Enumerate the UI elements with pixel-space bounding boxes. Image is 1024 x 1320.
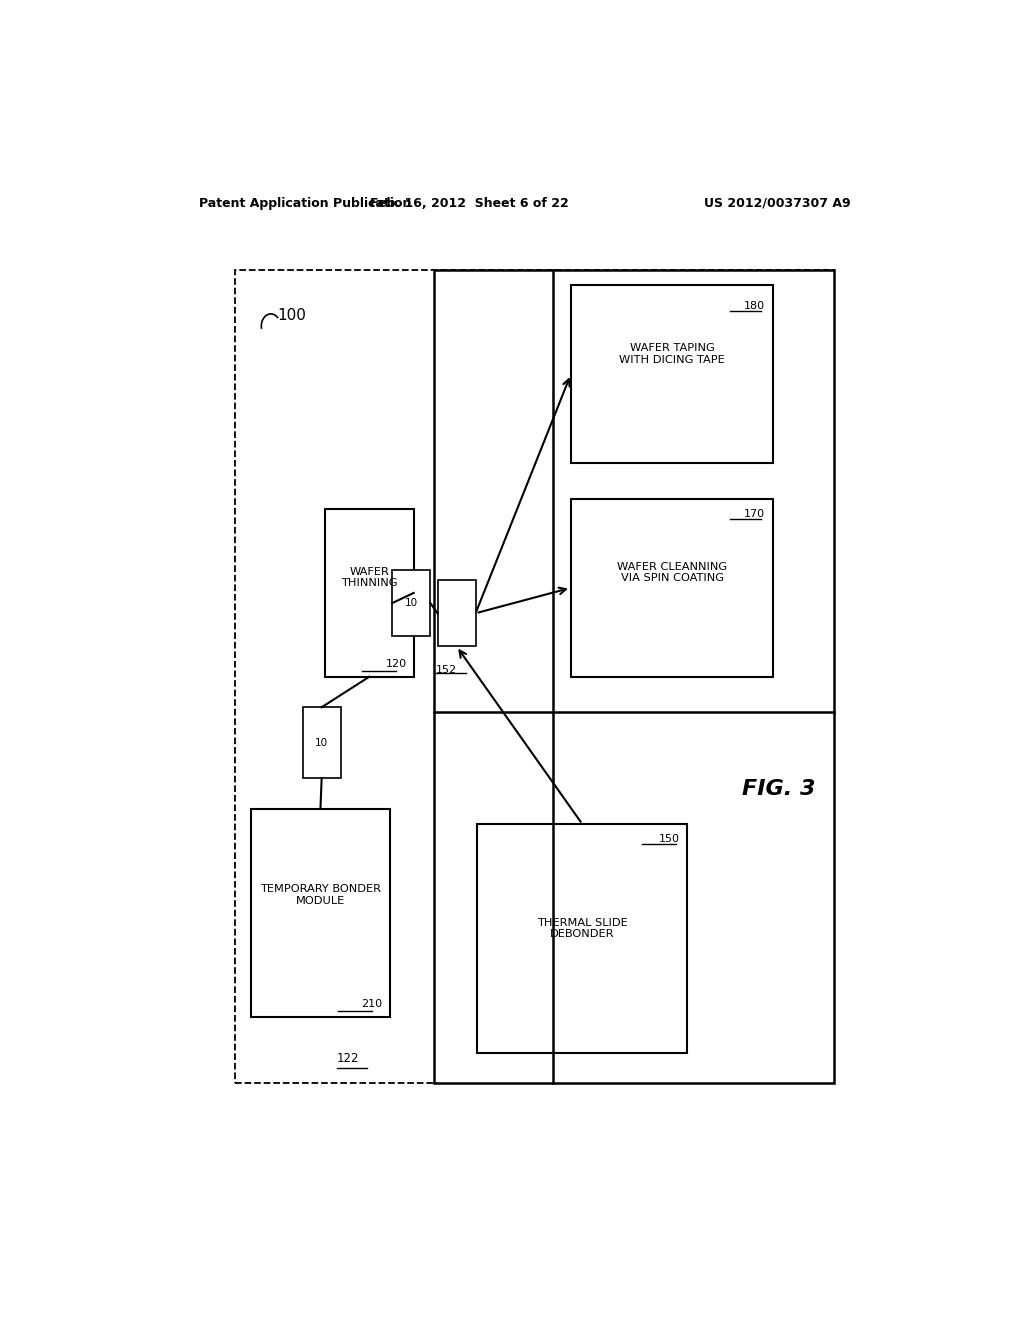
Text: 122: 122 xyxy=(337,1052,359,1065)
Bar xyxy=(251,809,390,1018)
Text: WAFER
THINNING: WAFER THINNING xyxy=(341,566,397,589)
Bar xyxy=(392,570,430,636)
Bar xyxy=(437,581,475,647)
Text: 100: 100 xyxy=(278,309,306,323)
Text: Patent Application Publication: Patent Application Publication xyxy=(200,197,412,210)
Text: 120: 120 xyxy=(386,659,408,669)
Bar xyxy=(236,271,835,1084)
Text: Feb. 16, 2012  Sheet 6 of 22: Feb. 16, 2012 Sheet 6 of 22 xyxy=(370,197,568,210)
Bar xyxy=(325,510,414,677)
Text: TEMPORARY BONDER
MODULE: TEMPORARY BONDER MODULE xyxy=(260,884,381,906)
Text: 210: 210 xyxy=(360,999,382,1008)
Text: US 2012/0037307 A9: US 2012/0037307 A9 xyxy=(703,197,850,210)
Text: 150: 150 xyxy=(658,834,680,845)
Text: 10: 10 xyxy=(315,738,329,748)
Text: WAFER TAPING
WITH DICING TAPE: WAFER TAPING WITH DICING TAPE xyxy=(620,343,725,364)
Text: THERMAL SLIDE
DEBONDER: THERMAL SLIDE DEBONDER xyxy=(537,917,628,939)
Text: 152: 152 xyxy=(436,664,457,675)
Bar xyxy=(477,824,687,1053)
Text: 10: 10 xyxy=(404,598,418,609)
Bar xyxy=(433,271,835,1084)
Text: FIG. 3: FIG. 3 xyxy=(742,779,815,799)
Text: WAFER CLEANNING
VIA SPIN COATING: WAFER CLEANNING VIA SPIN COATING xyxy=(616,562,727,583)
Text: 170: 170 xyxy=(744,510,765,519)
Bar xyxy=(570,499,773,677)
Text: 180: 180 xyxy=(744,301,765,310)
Bar xyxy=(303,708,341,779)
Bar xyxy=(570,285,773,463)
